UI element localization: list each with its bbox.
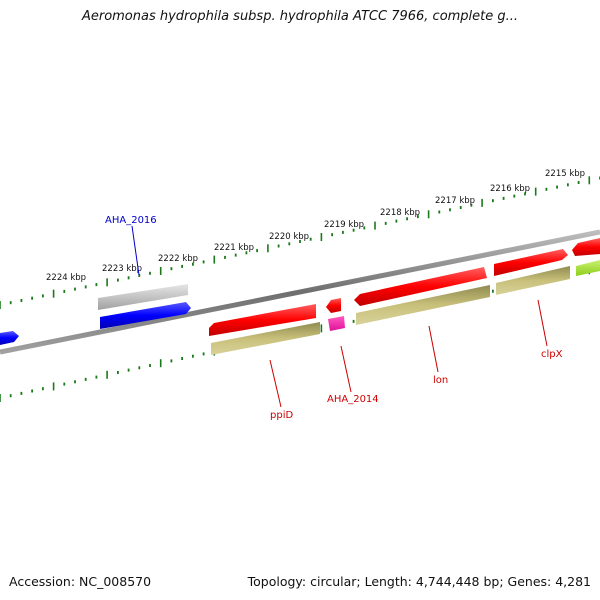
tick-label-2221: 2221 kbp xyxy=(214,243,254,253)
gene-label-ppid: ppiD xyxy=(270,410,293,421)
map-title: Aeromonas hydrophila subsp. hydrophila A… xyxy=(81,9,519,24)
leader-aha-2014 xyxy=(340,345,352,393)
gene-aha-2014-magenta[interactable] xyxy=(328,316,345,331)
summary-text: Topology: circular; Length: 4,744,448 bp… xyxy=(247,574,591,589)
leader-lon xyxy=(428,325,439,373)
gene-ppid-olive[interactable] xyxy=(211,322,320,355)
cds-ppid-red[interactable] xyxy=(209,304,316,336)
cds-right-red[interactable] xyxy=(572,238,600,256)
cds-aha-2014-red[interactable] xyxy=(326,298,341,313)
gene-label-aha-2016: AHA_2016 xyxy=(105,215,157,226)
genome-backbone xyxy=(0,229,600,355)
cds-aha-2016-blue[interactable] xyxy=(100,302,191,329)
cds-left-blue[interactable] xyxy=(0,331,19,345)
gene-aha-2016-gray[interactable] xyxy=(98,284,188,310)
gene-right-lime[interactable] xyxy=(576,260,600,276)
gene-label-clpx: clpX xyxy=(541,349,563,360)
tick-label-2224: 2224 kbp xyxy=(46,273,86,283)
leader-clpx xyxy=(537,299,548,347)
accession-text: Accession: NC_008570 xyxy=(9,574,152,589)
tick-label-2218: 2218 kbp xyxy=(380,208,420,218)
tick-label-2219: 2219 kbp xyxy=(324,220,364,230)
leader-aha-2016 xyxy=(131,225,140,276)
tick-label-2215: 2215 kbp xyxy=(545,169,585,179)
cds-lon-red[interactable] xyxy=(354,267,487,306)
tick-label-2223: 2223 kbp xyxy=(102,264,142,274)
leader-ppid xyxy=(269,359,282,408)
tick-label-2216: 2216 kbp xyxy=(490,184,530,194)
gene-clpx-olive[interactable] xyxy=(496,266,570,295)
tick-label-2217: 2217 kbp xyxy=(435,196,475,206)
gene-label-aha-2014: AHA_2014 xyxy=(327,394,379,405)
tick-label-2222: 2222 kbp xyxy=(158,254,198,264)
gene-label-lon: lon xyxy=(433,375,448,386)
gene-lon-olive[interactable] xyxy=(356,285,490,325)
tick-label-2220: 2220 kbp xyxy=(269,232,309,242)
cds-clpx-red[interactable] xyxy=(494,249,568,276)
